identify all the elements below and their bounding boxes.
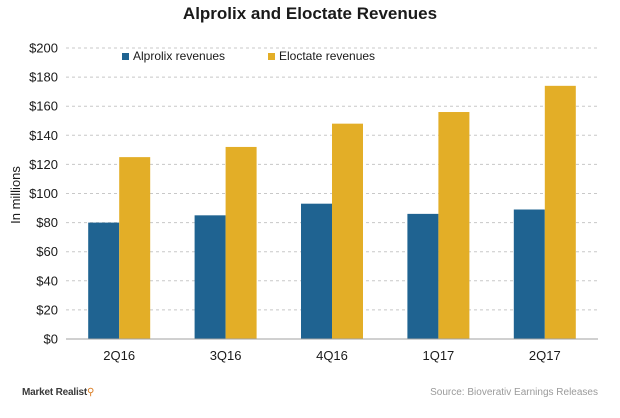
y-tick-label: $80 (36, 215, 58, 230)
bars (88, 85, 576, 340)
bar-alprolix-3q16 (194, 215, 226, 339)
y-tick-label: $140 (29, 128, 58, 143)
bar-alprolix-2q16 (88, 222, 120, 339)
chart-title: Alprolix and Eloctate Revenues (183, 4, 437, 23)
source-note: Source: Bioverativ Earnings Releases (430, 387, 598, 398)
bar-alprolix-4q16 (301, 203, 332, 339)
x-tick-label: 4Q16 (316, 348, 348, 363)
x-tick-label: 2Q17 (529, 348, 561, 363)
y-tick-label: $200 (29, 41, 58, 56)
x-tick-label: 1Q17 (422, 348, 454, 363)
legend: Alprolix revenues Eloctate revenues (122, 49, 375, 63)
y-tick-label: $0 (44, 332, 58, 347)
x-tick-label: 2Q16 (103, 348, 135, 363)
legend-swatch (122, 53, 129, 60)
bar-eloctate-4q16 (332, 123, 363, 339)
brand-logo: Market Realist⚲ (22, 387, 94, 398)
bar-eloctate-3q16 (225, 146, 257, 339)
magnifier-icon: ⚲ (87, 387, 95, 398)
legend-label: Eloctate revenues (279, 49, 375, 63)
legend-swatch (268, 53, 275, 60)
y-tick-label: $40 (36, 273, 58, 288)
legend-label: Alprolix revenues (133, 49, 225, 63)
y-axis-label: In millions (8, 166, 23, 224)
bar-eloctate-2q17 (544, 85, 576, 339)
brand-name: Market Realist (22, 387, 88, 398)
bar-alprolix-1q17 (407, 213, 439, 339)
y-tick-label: $180 (29, 70, 58, 85)
bar-eloctate-1q17 (438, 112, 470, 340)
y-tick-label: $100 (29, 186, 58, 201)
x-axis-labels: 2Q16 3Q16 4Q16 1Q17 2Q17 (103, 348, 560, 363)
bar-eloctate-2q16 (119, 157, 151, 339)
bar-alprolix-2q17 (513, 209, 545, 339)
y-tick-label: $160 (29, 99, 58, 114)
y-axis-ticks: $0 $20 $40 $60 $80 $100 $120 $140 $160 $180 $200 (29, 41, 58, 347)
x-tick-label: 3Q16 (210, 348, 242, 363)
y-tick-label: $120 (29, 157, 58, 172)
y-tick-label: $20 (36, 302, 58, 317)
y-tick-label: $60 (36, 244, 58, 259)
